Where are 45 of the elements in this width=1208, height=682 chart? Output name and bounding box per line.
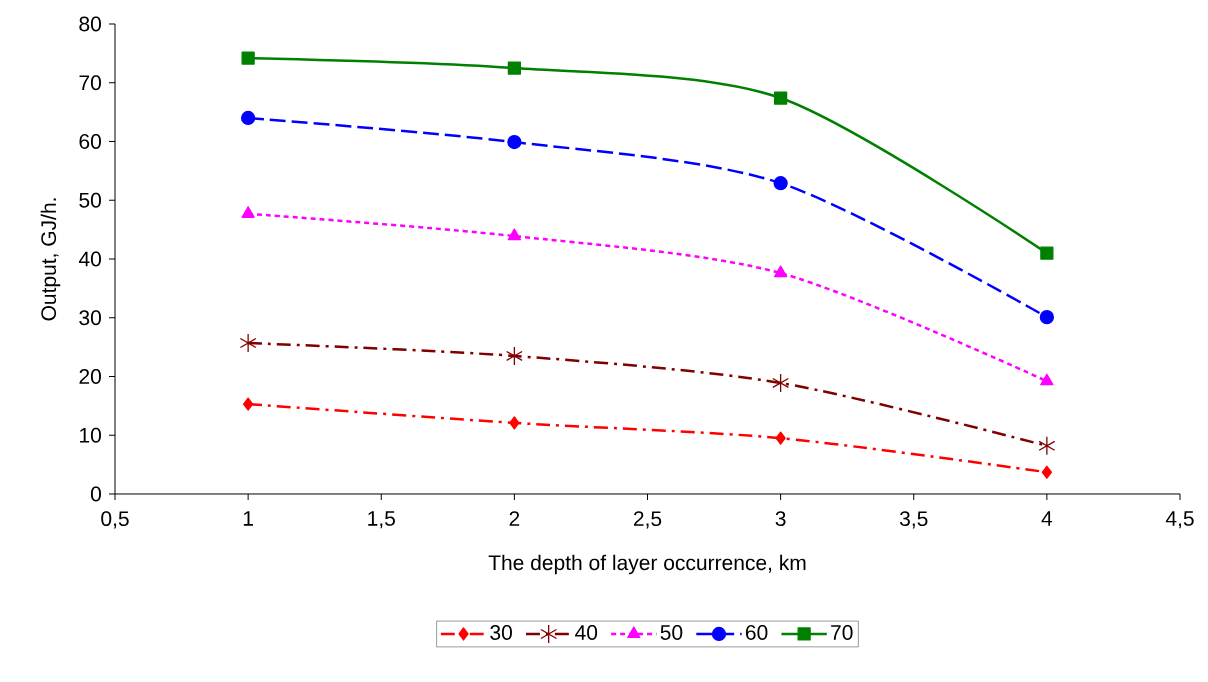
legend-label: 40: [575, 625, 598, 640]
point: [1038, 436, 1056, 456]
y-tick-label: 40: [78, 251, 101, 267]
point: [1039, 310, 1054, 325]
x-tick-label: 3: [775, 511, 786, 527]
point: [773, 91, 788, 105]
y-tick-label: 10: [80, 427, 101, 443]
x-tick-label: 4,5: [1165, 511, 1194, 529]
y-tick-label: 0: [90, 486, 101, 502]
x-tick-label: 1,5: [368, 511, 395, 529]
x-tick-label: 2,5: [633, 511, 662, 529]
point: [1040, 373, 1054, 386]
x-tick-label: 2: [509, 511, 520, 526]
y-axis-title: Output, GJ/h.: [40, 198, 61, 321]
point: [1040, 246, 1054, 260]
point: [241, 206, 255, 218]
x-tick-label: 4: [1041, 511, 1053, 526]
point: [507, 134, 522, 150]
x-tick-label: 1: [243, 511, 253, 526]
point: [505, 346, 523, 366]
y-tick-label: 20: [79, 369, 101, 384]
x-tick-label: 0,5: [101, 511, 129, 529]
point: [773, 176, 788, 191]
y-tick-label: 80: [79, 16, 101, 32]
point: [507, 61, 521, 75]
point: [507, 228, 522, 241]
point: [1041, 465, 1052, 479]
legend-label: 30: [490, 625, 512, 640]
point: [773, 265, 788, 278]
point: [775, 431, 786, 445]
point: [239, 333, 257, 353]
legend-label: 60: [745, 625, 768, 640]
point: [241, 51, 255, 65]
x-axis-title: The depth of layer occurrence, km: [488, 554, 806, 575]
point: [509, 416, 520, 430]
x-tick-label: 3,5: [899, 511, 928, 529]
legend-label: 70: [831, 625, 853, 640]
point: [241, 110, 256, 126]
y-tick-label: 60: [79, 134, 101, 149]
point: [772, 373, 790, 393]
y-tick-label: 50: [79, 192, 101, 208]
y-tick-label: 70: [79, 75, 101, 91]
legend-label: 50: [660, 625, 683, 640]
y-tick-label: 30: [79, 310, 101, 326]
point: [243, 397, 254, 411]
